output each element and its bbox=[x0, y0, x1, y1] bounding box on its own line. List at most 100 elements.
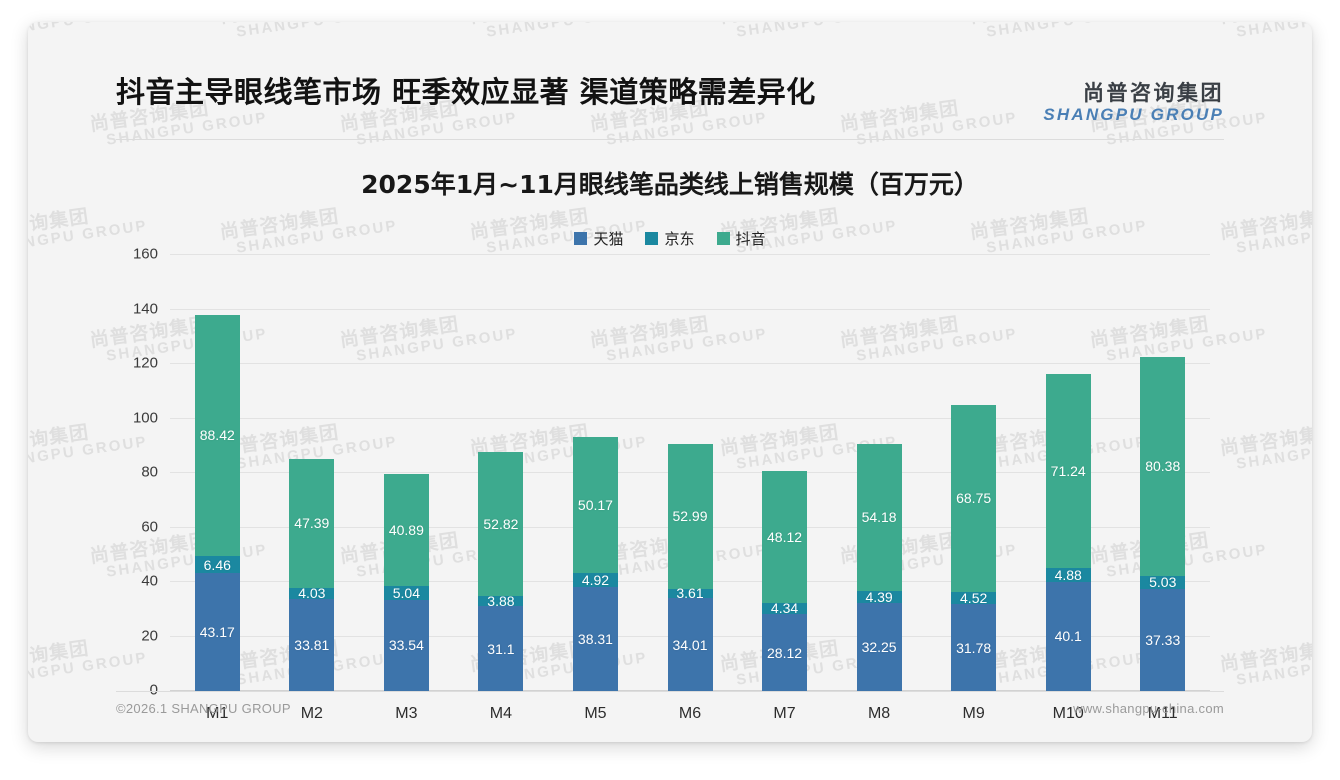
bar-column[interactable]: 52.82 3.88 31.1 M4 bbox=[454, 255, 549, 722]
bar-value-label: 28.12 bbox=[767, 644, 803, 661]
x-axis-tick-label: M10 bbox=[1052, 705, 1084, 722]
bar-segment-抖音[interactable]: 52.82 bbox=[478, 451, 524, 596]
bar-value-label: 3.61 bbox=[676, 585, 704, 602]
bar-segment-京东[interactable]: 3.88 bbox=[478, 592, 524, 609]
bar-stack: 88.42 6.46 43.17 bbox=[194, 314, 240, 691]
bar-value-label: 5.03 bbox=[1149, 574, 1177, 591]
bar-segment-天猫[interactable]: 43.17 bbox=[194, 573, 240, 691]
bar-value-label: 40.1 bbox=[1054, 628, 1082, 645]
bar-segment-天猫[interactable]: 31.1 bbox=[478, 606, 524, 691]
bar-value-label: 33.54 bbox=[388, 637, 424, 654]
footer-website: www.shangpu-china.com bbox=[1073, 701, 1224, 716]
bar-segment-抖音[interactable]: 54.18 bbox=[856, 443, 902, 592]
x-axis-tick-label: M1 bbox=[206, 705, 229, 722]
bar-value-label: 32.25 bbox=[861, 639, 897, 656]
bar-segment-京东[interactable]: 4.92 bbox=[572, 573, 618, 587]
legend-label: 天猫 bbox=[593, 230, 624, 248]
x-axis-tick-label: M9 bbox=[962, 705, 985, 722]
y-axis-tick-label: 100 bbox=[132, 409, 158, 426]
bar-column[interactable]: 88.42 6.46 43.17 M1 bbox=[170, 255, 265, 722]
chart-plot: 160 140 120 100 80 60 40 20 0 88.42 6.46 43.17 M1 47… bbox=[28, 22, 1312, 742]
bar-segment-抖音[interactable]: 52.99 bbox=[667, 444, 713, 589]
brand-logo: 尚普咨询集团 SHANGPU GROUP bbox=[1043, 82, 1224, 124]
bar-segment-抖音[interactable]: 48.12 bbox=[762, 471, 808, 603]
brand-name-cn: 尚普咨询集团 bbox=[1083, 81, 1224, 105]
gridline: 100 bbox=[133, 409, 1210, 426]
legend-item-2[interactable]: 京东 bbox=[645, 228, 695, 249]
footer-divider bbox=[116, 691, 1224, 692]
bar-segment-抖音[interactable]: 40.89 bbox=[383, 474, 429, 586]
bar-segment-京东[interactable]: 4.88 bbox=[1045, 567, 1091, 584]
bar-segment-京东[interactable]: 5.03 bbox=[1140, 574, 1186, 591]
bar-value-label: 52.99 bbox=[672, 508, 708, 525]
bar-segment-京东[interactable]: 4.52 bbox=[951, 590, 997, 607]
bar-value-label: 4.39 bbox=[865, 589, 893, 606]
bar-segment-京东[interactable]: 3.61 bbox=[667, 585, 713, 602]
y-axis-tick-label: 0 bbox=[149, 681, 158, 699]
bar-segment-京东[interactable]: 4.39 bbox=[856, 589, 902, 606]
x-axis-tick-label: M11 bbox=[1147, 705, 1178, 722]
bar-segment-京东[interactable]: 4.34 bbox=[762, 601, 808, 615]
bar-value-label: 33.81 bbox=[294, 636, 330, 653]
bar-stack: 52.99 3.61 34.01 bbox=[667, 444, 713, 691]
bar-stack: 80.38 5.03 37.33 bbox=[1140, 356, 1186, 691]
bar-column[interactable]: 47.39 4.03 33.81 M2 bbox=[265, 255, 360, 722]
legend-item-1[interactable]: 天猫 bbox=[574, 228, 623, 249]
bar-segment-天猫[interactable]: 38.31 bbox=[572, 586, 618, 691]
bar-segment-抖音[interactable]: 50.17 bbox=[572, 436, 618, 574]
bar-column[interactable]: 80.38 5.03 37.33 M11 bbox=[1115, 255, 1210, 722]
bar-segment-天猫[interactable]: 37.33 bbox=[1140, 589, 1186, 691]
bar-segment-天猫[interactable]: 31.78 bbox=[951, 604, 997, 691]
legend-item-3[interactable]: 抖音 bbox=[716, 228, 766, 249]
bar-column[interactable]: 50.17 4.92 38.31 M5 bbox=[548, 255, 643, 722]
bar-value-label: 40.89 bbox=[388, 522, 424, 539]
bar-value-label: 88.42 bbox=[199, 427, 235, 444]
bar-column[interactable]: 68.75 4.52 31.78 M9 bbox=[926, 255, 1021, 722]
bar-segment-抖音[interactable]: 47.39 bbox=[289, 458, 335, 588]
bar-segment-京东[interactable]: 6.46 bbox=[194, 555, 240, 574]
bar-segment-抖音[interactable]: 71.24 bbox=[1045, 374, 1091, 569]
bar-column[interactable]: 48.12 4.34 28.12 M7 bbox=[737, 255, 832, 722]
bar-series-container: 88.42 6.46 43.17 M1 47.39 4.03 33.81 M2 40.89 5.0… bbox=[170, 255, 1210, 722]
header-divider bbox=[116, 139, 1224, 140]
x-axis-tick-label: M6 bbox=[678, 705, 702, 722]
bar-column[interactable]: 52.99 3.61 34.01 M6 bbox=[643, 255, 738, 722]
plot-area: 160 140 120 100 80 60 40 20 0 88.42 6.46 43.17 M1 47… bbox=[133, 246, 1210, 722]
y-axis-tick-label: 60 bbox=[141, 518, 158, 535]
y-axis-tick-label: 40 bbox=[141, 572, 158, 590]
bar-segment-天猫[interactable]: 34.01 bbox=[667, 598, 713, 691]
bar-segment-天猫[interactable]: 33.54 bbox=[383, 599, 429, 691]
bar-value-label: 43.17 bbox=[199, 624, 235, 641]
y-axis-tick-label: 140 bbox=[132, 300, 158, 317]
bar-segment-天猫[interactable]: 28.12 bbox=[762, 614, 808, 691]
legend-swatch-icon bbox=[645, 232, 659, 245]
slide-header: 抖音主导眼线笔市场 旺季效应显著 渠道策略需差异化 尚普咨询集团 SHANGPU… bbox=[28, 22, 1312, 140]
x-axis-tick-label: M8 bbox=[867, 705, 891, 722]
bar-column[interactable]: 71.24 4.88 40.1 M10 bbox=[1021, 255, 1116, 722]
bar-value-label: 54.18 bbox=[861, 509, 897, 526]
bar-value-label: 4.88 bbox=[1054, 567, 1082, 584]
chart-legend: 天猫 京东 抖音 bbox=[28, 228, 1312, 249]
bar-column[interactable]: 40.89 5.04 33.54 M3 bbox=[359, 255, 454, 722]
bar-value-label: 6.46 bbox=[203, 556, 231, 573]
bar-segment-京东[interactable]: 5.04 bbox=[383, 586, 429, 600]
y-axis-tick-label: 120 bbox=[132, 354, 158, 372]
bar-column[interactable]: 54.18 4.39 32.25 M8 bbox=[832, 255, 927, 722]
x-axis-tick-label: M5 bbox=[584, 705, 607, 722]
bar-value-label: 4.52 bbox=[960, 590, 988, 607]
gridline: 120 bbox=[133, 355, 1210, 372]
bar-segment-京东[interactable]: 4.03 bbox=[289, 586, 335, 600]
bar-segment-抖音[interactable]: 80.38 bbox=[1140, 356, 1186, 576]
bar-stack: 68.75 4.52 31.78 bbox=[951, 404, 997, 691]
bar-value-label: 3.88 bbox=[487, 592, 515, 609]
x-axis-tick-label: M7 bbox=[773, 705, 796, 722]
bar-value-label: 71.24 bbox=[1050, 463, 1086, 480]
bar-segment-抖音[interactable]: 88.42 bbox=[194, 314, 240, 556]
bar-segment-抖音[interactable]: 68.75 bbox=[951, 404, 997, 593]
page-title: 抖音主导眼线笔市场 旺季效应显著 渠道策略需差异化 bbox=[116, 75, 816, 109]
bar-segment-天猫[interactable]: 33.81 bbox=[289, 598, 335, 691]
bar-stack: 54.18 4.39 32.25 bbox=[856, 443, 902, 691]
bar-value-label: 68.75 bbox=[956, 490, 992, 507]
bar-segment-天猫[interactable]: 40.1 bbox=[1045, 581, 1091, 691]
bar-segment-天猫[interactable]: 32.25 bbox=[856, 603, 902, 691]
